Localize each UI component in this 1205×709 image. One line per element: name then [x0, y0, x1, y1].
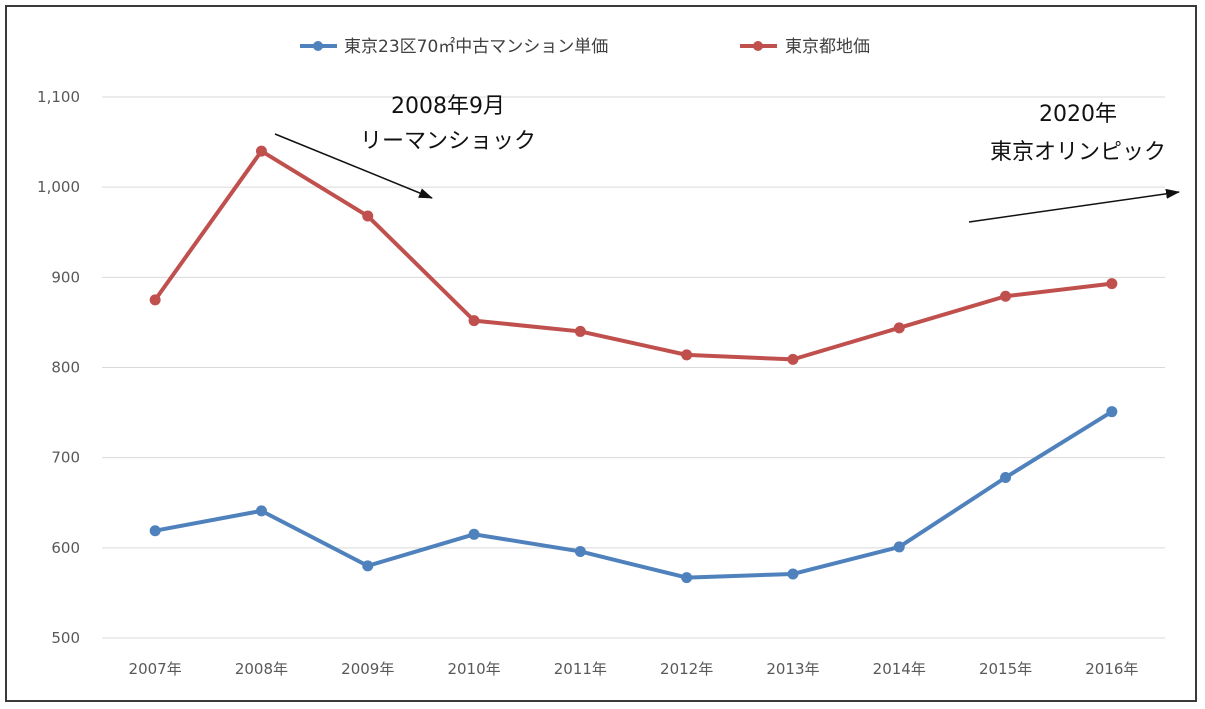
- y-tick-label-500: 500: [51, 629, 80, 647]
- series-1-point-2: [362, 210, 374, 222]
- y-axis-ticks: 500 600 700 800 900 1,000 1,100: [37, 88, 80, 647]
- annotation-lehman-shock: 2008年9月 リーマンショック: [274, 94, 536, 199]
- series-1-point-7: [893, 322, 905, 334]
- x-tick-label-4: 2011年: [554, 660, 607, 678]
- series-0: [149, 406, 1118, 584]
- series-0-point-6: [787, 568, 799, 580]
- legend-marker-mansion-price: [313, 41, 323, 51]
- y-tick-label-800: 800: [51, 359, 80, 377]
- legend-marker-land-price: [753, 41, 763, 51]
- gridlines: [102, 96, 1165, 639]
- annotation-olympics-line2: 東京オリンピック: [990, 140, 1166, 165]
- x-tick-label-9: 2016年: [1085, 660, 1138, 678]
- series-1: [149, 145, 1118, 365]
- series-lines: [149, 145, 1118, 584]
- x-tick-label-2: 2009年: [341, 660, 394, 678]
- legend-label-land-price: 東京都地価: [785, 37, 870, 57]
- series-0-point-0: [149, 525, 161, 537]
- series-0-point-3: [468, 528, 480, 540]
- chart-frame: 500 600 700 800 900 1,000 1,100 2007年 2008年 2009…: [5, 5, 1197, 702]
- line-chart: 500 600 700 800 900 1,000 1,100 2007年 2008年 2009…: [37, 37, 1180, 678]
- y-tick-label-900: 900: [51, 268, 80, 286]
- series-1-point-1: [255, 145, 267, 157]
- x-tick-label-7: 2014年: [873, 660, 926, 678]
- y-tick-label-1100: 1,100: [37, 88, 80, 106]
- x-tick-label-0: 2007年: [129, 660, 182, 678]
- series-0-line: [153, 409, 1114, 580]
- x-tick-label-3: 2010年: [447, 660, 500, 678]
- y-tick-label-600: 600: [51, 539, 80, 557]
- series-0-point-1: [255, 505, 267, 517]
- series-1-line: [153, 149, 1114, 362]
- series-1-point-3: [468, 315, 480, 327]
- legend-item-land-price: 東京都地価: [740, 37, 870, 57]
- annotation-lehman-line2: リーマンショック: [360, 129, 536, 154]
- annotation-olympics-arrow: [968, 188, 1180, 223]
- y-tick-label-1000: 1,000: [37, 178, 80, 196]
- annotation-olympics-line1: 2020年: [1039, 102, 1117, 127]
- annotation-tokyo-olympics: 2020年 東京オリンピック: [968, 102, 1180, 223]
- legend-item-mansion-price: 東京23区70㎡中古マンション単価: [300, 37, 608, 57]
- legend: 東京23区70㎡中古マンション単価 東京都地価: [300, 37, 870, 57]
- x-tick-label-1: 2008年: [235, 660, 288, 678]
- series-0-point-8: [1000, 472, 1012, 484]
- series-0-point-5: [681, 572, 693, 584]
- series-1-point-6: [787, 353, 799, 365]
- x-tick-label-6: 2013年: [766, 660, 819, 678]
- x-tick-label-5: 2012年: [660, 660, 713, 678]
- y-tick-label-700: 700: [51, 449, 80, 467]
- series-0-point-9: [1106, 406, 1118, 418]
- annotation-lehman-arrow: [274, 133, 433, 199]
- series-0-point-4: [574, 545, 586, 557]
- x-tick-label-8: 2015年: [979, 660, 1032, 678]
- series-1-point-5: [681, 349, 693, 361]
- annotation-lehman-line1: 2008年9月: [391, 94, 505, 119]
- series-1-point-4: [574, 325, 586, 337]
- series-1-point-8: [1000, 290, 1012, 302]
- x-axis-ticks: 2007年 2008年 2009年 2010年 2011年 2012年 2013年 2014年…: [129, 660, 1139, 678]
- series-0-point-7: [893, 541, 905, 553]
- series-1-point-9: [1106, 278, 1118, 290]
- series-0-point-2: [362, 560, 374, 572]
- series-1-point-0: [149, 294, 161, 306]
- legend-label-mansion-price: 東京23区70㎡中古マンション単価: [344, 37, 608, 57]
